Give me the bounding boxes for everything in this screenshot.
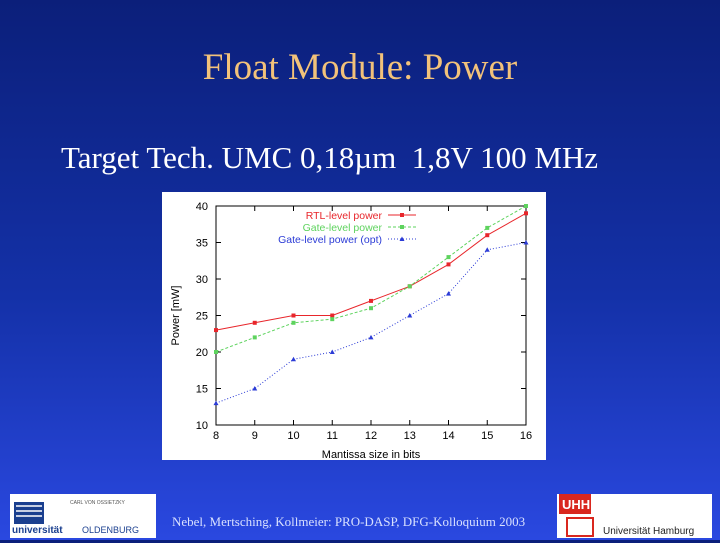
series-point-1 [369, 306, 373, 311]
y-tick-label: 25 [196, 311, 208, 323]
power-chart-svg: 10 15 20 25 30 35 40 8 9 10 11 12 13 14 15 16 Mantissa s… [170, 201, 532, 460]
oldenburg-logo-icon: CARL VON OSSIETZKY universität OLDENBURG [12, 500, 139, 536]
y-tick-label: 10 [196, 420, 208, 432]
legend-label-2: Gate-level power (opt) [278, 234, 382, 246]
oldenburg-small-text: CARL VON OSSIETZKY [70, 500, 125, 506]
series-point-1 [407, 284, 412, 289]
series-point-2 [484, 247, 490, 252]
series-point-0 [446, 262, 451, 267]
y-tick-label: 30 [196, 274, 208, 286]
series-point-1 [291, 320, 296, 325]
hamburg-mark-text: UHH [562, 497, 590, 512]
series-point-2 [213, 400, 219, 406]
series-point-1 [485, 225, 490, 230]
y-tick-label: 15 [196, 384, 208, 396]
series-point-1 [524, 204, 528, 208]
hamburg-logo-icon: UHH Universität Hamburg [559, 494, 694, 537]
slide-title: Float Module: Power [202, 47, 518, 88]
x-tick-label: 11 [327, 430, 338, 442]
series-point-0 [485, 233, 490, 238]
oldenburg-main-text: universität [12, 525, 63, 536]
series-point-2 [407, 313, 413, 318]
power-chart: 10 15 20 25 30 35 40 8 9 10 11 12 13 14 15 16 Mantissa s… [162, 192, 546, 460]
x-tick-label: 13 [404, 430, 416, 442]
series-point-2 [523, 240, 529, 245]
legend-marker-1 [400, 225, 404, 229]
hamburg-logo: UHH Universität Hamburg [557, 494, 712, 538]
y-axis-label: Power [mW] [170, 286, 182, 346]
legend-label-0: RTL-level power [306, 210, 383, 222]
series-point-1 [330, 317, 335, 322]
series-line-2 [215, 242, 527, 404]
hamburg-name-text: Universität Hamburg [603, 526, 694, 537]
x-tick-label: 9 [252, 430, 258, 442]
legend-label-1: Gate-level power [303, 222, 383, 234]
x-axis-label: Mantissa size in bits [322, 449, 421, 460]
legend-marker-2 [399, 236, 405, 241]
legend-marker-0 [400, 213, 404, 217]
series-point-2 [252, 386, 258, 391]
series-point-0 [524, 211, 528, 216]
series-point-1 [446, 255, 451, 260]
x-tick-label: 16 [520, 430, 532, 442]
slide-subtitle: Target Tech. UMC 0,18µm 1,8V 100 MHz [61, 140, 599, 175]
y-tick-label: 35 [196, 238, 208, 250]
x-tick-label: 12 [365, 430, 377, 442]
x-tick-label: 14 [442, 430, 454, 442]
series-point-1 [252, 335, 257, 340]
series-point-2 [368, 334, 374, 340]
y-tick-label: 20 [196, 347, 208, 359]
series-point-0 [330, 313, 335, 318]
x-tick-label: 10 [287, 430, 299, 442]
oldenburg-logo: CARL VON OSSIETZKY universität OLDENBURG [10, 494, 156, 538]
series-point-2 [446, 291, 451, 296]
series-point-2 [291, 356, 296, 362]
series-point-0 [369, 298, 373, 303]
series-point-0 [214, 328, 218, 333]
series-point-0 [252, 320, 257, 325]
slide-footer: Nebel, Mertsching, Kollmeier: PRO-DASP, … [172, 514, 526, 529]
x-tick-label: 15 [481, 430, 493, 442]
series-point-1 [214, 350, 218, 354]
series-point-0 [291, 313, 296, 318]
oldenburg-city-text: OLDENBURG [82, 525, 139, 535]
y-tick-label: 40 [196, 201, 208, 213]
series-point-2 [329, 349, 335, 354]
x-tick-label: 8 [213, 430, 219, 442]
